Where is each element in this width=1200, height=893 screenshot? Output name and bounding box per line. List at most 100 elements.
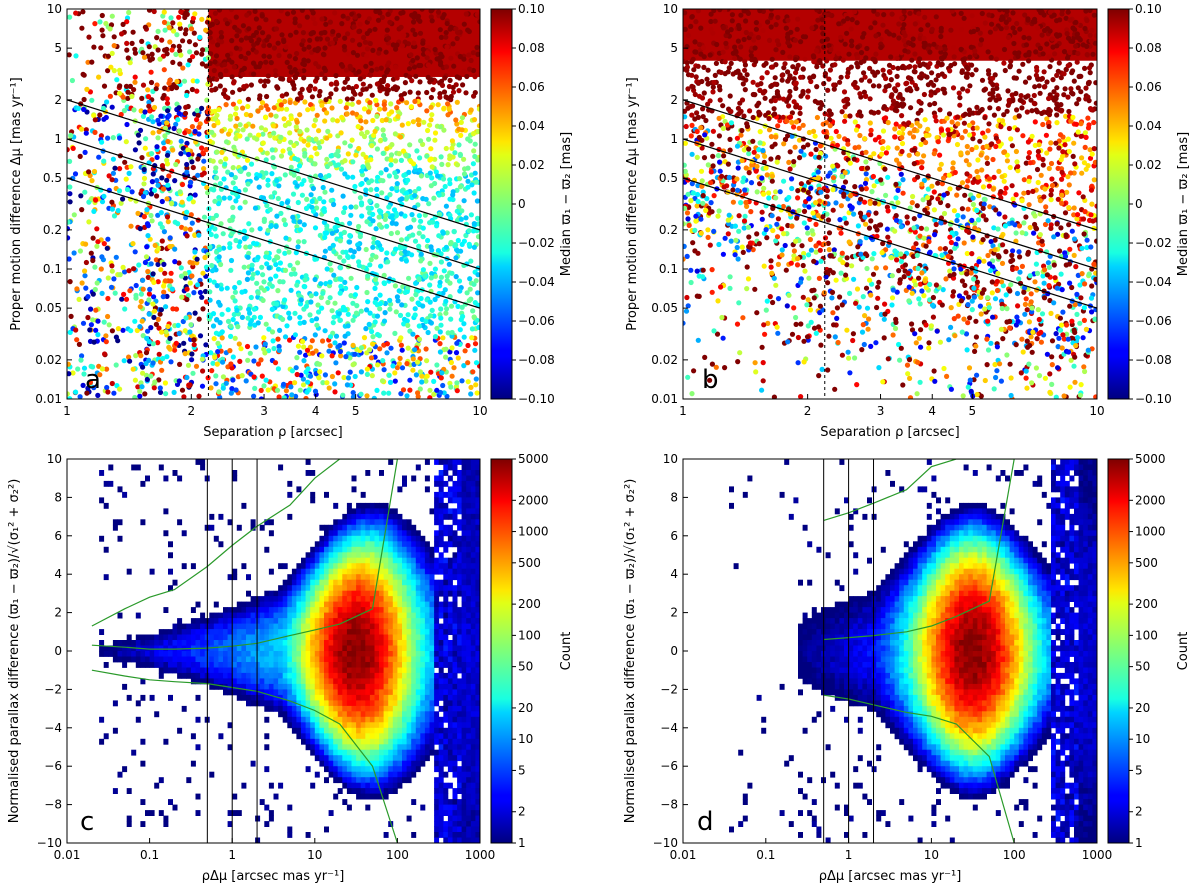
panel-a-point — [268, 223, 274, 229]
panel-b-point — [698, 25, 704, 31]
panel-a-point — [268, 112, 274, 118]
panel-a-point — [273, 261, 279, 268]
panel-a-point — [177, 48, 183, 54]
panel-a-point — [279, 32, 285, 38]
panel-b-point — [775, 261, 782, 267]
panel-a-point — [380, 132, 387, 138]
panel-b-point — [824, 194, 830, 200]
panel-b-point — [833, 277, 839, 283]
panel-a-point — [386, 390, 392, 396]
panel-b-point — [1061, 336, 1067, 342]
panel-a-point — [437, 341, 443, 347]
panel-a-point — [337, 317, 343, 323]
panel-a-point — [304, 196, 310, 202]
panel-a-point — [462, 348, 468, 354]
panel-a-point — [191, 337, 197, 343]
panel-a-point — [161, 229, 167, 235]
panel-b-point — [859, 329, 866, 335]
panel-b-point — [820, 63, 826, 69]
panel-a-point — [399, 302, 405, 308]
panel-a-point — [473, 278, 479, 284]
panel-a-point — [421, 119, 427, 125]
panel-b-point — [1000, 336, 1006, 342]
panel-a-point — [325, 128, 331, 134]
panel-a-point — [305, 366, 311, 372]
panel-a-point — [68, 313, 74, 319]
panel-a-point — [371, 395, 377, 399]
panel-a-point — [360, 164, 366, 170]
panel-a-point — [327, 161, 333, 167]
panel-b-point — [868, 218, 874, 224]
panel-a-point — [199, 105, 205, 111]
panel-a-point — [136, 262, 142, 268]
panel-a-point — [429, 18, 435, 24]
panel-a-point — [317, 369, 323, 375]
panel-a-point — [321, 65, 327, 71]
panel-b-point — [843, 113, 849, 119]
panel-a-point — [412, 312, 418, 318]
panel-b-point — [1031, 92, 1037, 99]
panel-a-point — [182, 226, 189, 232]
panel-b-point — [722, 9, 728, 13]
panel-a-point — [220, 385, 226, 391]
panel-a-point — [341, 340, 347, 346]
panel-a-point — [67, 52, 72, 58]
panel-a-point — [228, 390, 234, 396]
panel-b-point — [896, 35, 902, 41]
panel-a-point — [249, 266, 255, 272]
panel-a-point — [337, 238, 343, 244]
panel-a-point — [175, 221, 181, 227]
panel-a-point — [366, 109, 372, 115]
panel-a-point — [130, 241, 136, 247]
panel-a-point — [363, 246, 369, 253]
panel-a-point — [431, 195, 437, 201]
panel-a-point — [393, 309, 399, 315]
panel-a-point — [214, 112, 220, 118]
panel-a-point — [263, 114, 269, 121]
panel-b-point — [807, 236, 814, 243]
panel-a-point — [150, 360, 156, 366]
panel-a-point — [367, 347, 373, 353]
panel-a-point — [437, 349, 443, 355]
panel-a-point — [354, 111, 360, 117]
panel-a-point — [210, 39, 216, 45]
panel-a-point — [144, 221, 151, 227]
panel-a-point — [445, 162, 451, 168]
panel-a-point — [214, 76, 220, 82]
panel-b-point — [868, 292, 874, 298]
panel-b-point — [961, 240, 967, 246]
panel-a-point — [286, 249, 292, 255]
panel-a-point — [473, 360, 480, 366]
panel-a-point — [441, 105, 447, 111]
panel-a-point — [251, 71, 257, 77]
panel-b-point — [813, 249, 819, 255]
panel-b-point — [1009, 183, 1015, 189]
panel-a-point — [334, 81, 340, 87]
panel-b-point — [738, 108, 744, 114]
panel-a-point — [399, 256, 405, 262]
panel-a-point — [312, 225, 319, 231]
panel-b-point — [913, 340, 919, 346]
panel-a-point — [368, 60, 374, 66]
panel-a-point — [337, 98, 343, 104]
panel-b-point — [1040, 162, 1046, 168]
panel-b-point — [896, 268, 902, 274]
panel-a-point — [342, 158, 348, 164]
panel-a-point — [446, 106, 452, 112]
panel-a-point — [306, 86, 312, 92]
panel-a-point — [447, 177, 453, 183]
panel-a-point — [301, 75, 307, 81]
panel-a-point — [432, 46, 438, 53]
panel-a-point — [456, 142, 462, 148]
panel-a-point — [372, 26, 378, 32]
panel-b-point — [883, 265, 889, 271]
panel-b-point — [1077, 282, 1083, 288]
panel-a-point — [101, 83, 108, 89]
panel-a-point — [363, 119, 369, 125]
panel-a-point — [294, 183, 300, 189]
panel-a-point — [143, 254, 150, 260]
panel-a-point — [138, 298, 144, 305]
panel-b-point — [1068, 86, 1074, 92]
panel-a-point — [287, 337, 293, 343]
panel-a-point — [199, 51, 205, 57]
